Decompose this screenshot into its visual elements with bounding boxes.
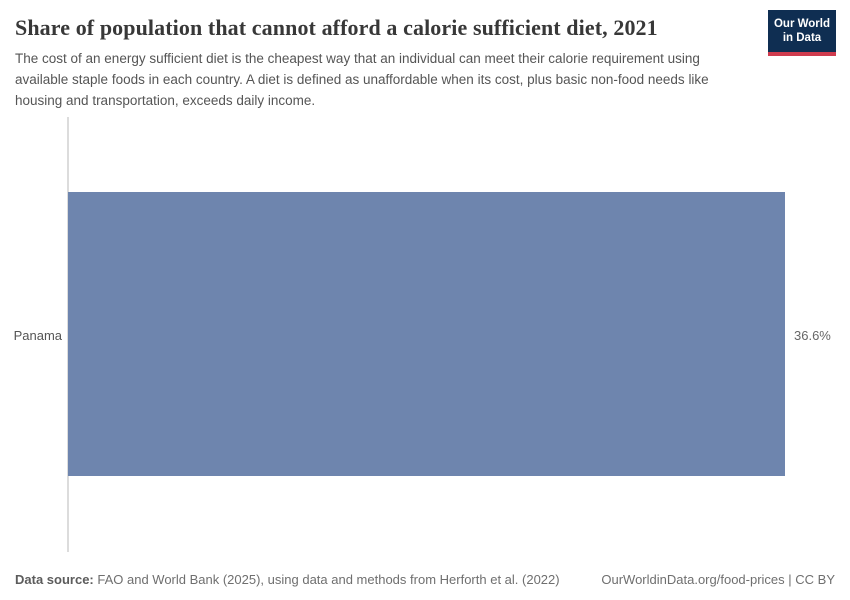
y-axis-line <box>67 117 69 552</box>
data-source-text: FAO and World Bank (2025), using data an… <box>93 572 560 587</box>
chart-subtitle: The cost of an energy sufficient diet is… <box>15 51 709 108</box>
category-label-panama: Panama <box>13 328 62 343</box>
value-label-panama: 36.6% <box>794 328 831 343</box>
plot-area <box>68 192 785 476</box>
page-title: Share of population that cannot afford a… <box>15 15 658 40</box>
owid-logo-line2: in Data <box>782 32 822 45</box>
chart-footer: Data source: FAO and World Bank (2025), … <box>15 572 835 587</box>
bar-panama[interactable] <box>68 192 785 476</box>
data-source-label: Data source: <box>15 572 94 587</box>
data-source-note: Data source: FAO and World Bank (2025), … <box>15 572 560 587</box>
owid-logo[interactable]: Our World in Data <box>768 10 836 56</box>
license-link[interactable]: OurWorldinData.org/food-prices | CC BY <box>601 572 835 587</box>
owid-logo-line1: Our World <box>773 18 830 30</box>
